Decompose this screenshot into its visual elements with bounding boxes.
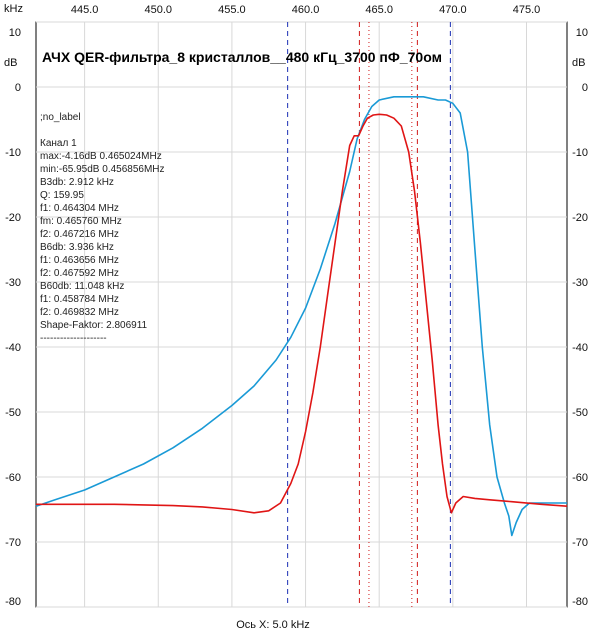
info-line: fm: 0.465760 MHz: [40, 216, 122, 227]
x-tick-label: 460.0: [292, 4, 320, 16]
y-tick-label-left: -10: [5, 147, 21, 159]
y-tick-label-right: -70: [572, 537, 588, 549]
x-tick-label: 470.0: [439, 4, 467, 16]
info-line: f1: 0.464304 MHz: [40, 203, 119, 214]
x-axis-label: Ось X: 5.0 kHz: [236, 619, 310, 631]
info-line: f1: 0.463656 MHz: [40, 255, 119, 266]
info-line: B3db: 2.912 kHz: [40, 177, 114, 188]
info-line: --------------------: [40, 333, 107, 344]
y-tick-label-right: -10: [572, 147, 588, 159]
info-line: f2: 0.469832 MHz: [40, 307, 119, 318]
y-tick-label-right: -80: [572, 596, 588, 608]
chart-title: АЧХ QER-фильтра_8 кристаллов__480 кГц_37…: [42, 49, 442, 65]
info-line: min:-65.95dB 0.456856MHz: [40, 164, 165, 175]
series-lines: [35, 96, 568, 537]
info-line: f2: 0.467592 MHz: [40, 268, 119, 279]
y-tick-label-right: -20: [572, 212, 588, 224]
right-axis-unit: dB: [572, 57, 585, 69]
info-line: B6db: 3.936 kHz: [40, 242, 114, 253]
info-panel: ;no_label Канал 1 max:-4.16dB 0.465024MHz m…: [40, 112, 165, 344]
y-tick-label-left: -40: [5, 342, 21, 354]
y-tick-label-left: -80: [5, 596, 21, 608]
y-tick-labels: 10 10 0 0 -10 -10 -20 -20 -30 -30 -40 -40 -50 -50 -60 -…: [5, 27, 588, 608]
info-line: max:-4.16dB 0.465024MHz: [40, 151, 162, 162]
series-blue-line: [35, 96, 567, 537]
y-tick-label-right: -60: [572, 472, 588, 484]
y-tick-label-right: 0: [582, 82, 588, 94]
y-tick-label-left: 10: [9, 27, 21, 39]
y-tick-label-left: -60: [5, 472, 21, 484]
y-tick-label-right: -40: [572, 342, 588, 354]
info-line: f2: 0.467216 MHz: [40, 229, 119, 240]
x-tick-label: 475.0: [513, 4, 541, 16]
x-tick-label: 450.0: [144, 4, 172, 16]
y-tick-label-left: -50: [5, 407, 21, 419]
y-tick-label-left: -70: [5, 537, 21, 549]
info-line: Q: 159.95: [40, 190, 84, 201]
series-red-line: [36, 113, 568, 514]
y-tick-label-right: -50: [572, 407, 588, 419]
y-tick-label-right: 10: [576, 27, 588, 39]
x-tick-labels: 445.0 450.0 455.0 460.0 465.0 470.0 475.0: [71, 4, 540, 16]
x-tick-label: 455.0: [218, 4, 246, 16]
y-tick-label-left: 0: [15, 82, 21, 94]
y-tick-label-left: -30: [5, 277, 21, 289]
info-line: ;no_label: [40, 112, 81, 123]
top-axis-unit: kHz: [4, 3, 23, 15]
left-axis-unit: dB: [4, 57, 17, 69]
x-tick-label: 465.0: [365, 4, 393, 16]
info-line: Shape-Faktor: 2.806911: [40, 320, 148, 331]
x-tick-label: 445.0: [71, 4, 99, 16]
info-line: B60db: 11.048 kHz: [40, 281, 124, 292]
y-tick-label-right: -30: [572, 277, 588, 289]
info-line: f1: 0.458784 MHz: [40, 294, 119, 305]
info-line: Канал 1: [40, 138, 77, 149]
y-tick-label-left: -20: [5, 212, 21, 224]
